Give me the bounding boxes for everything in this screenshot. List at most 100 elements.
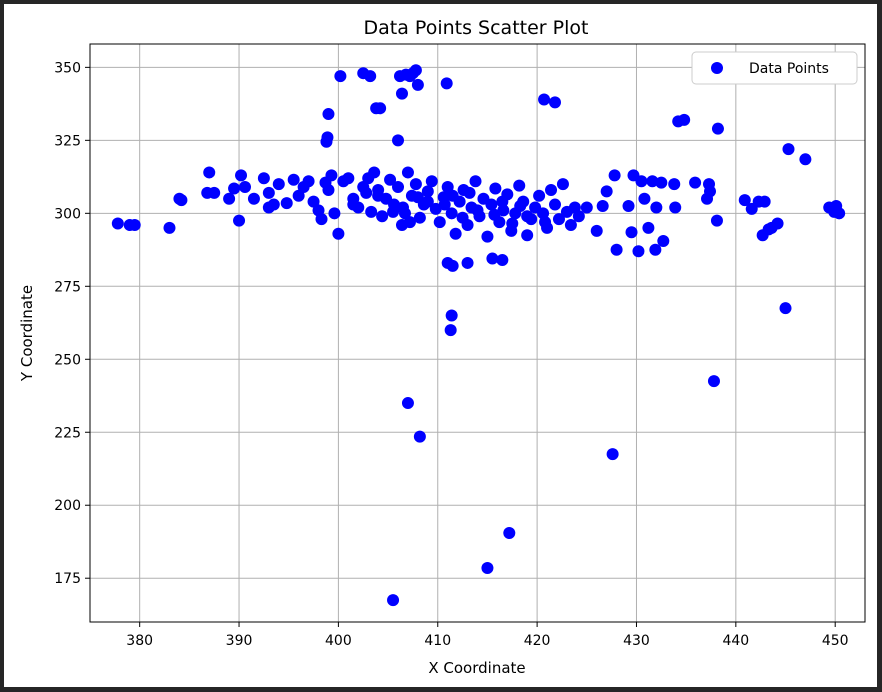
- y-tick-label: 300: [54, 206, 81, 222]
- data-point: [481, 230, 494, 243]
- legend-label: Data Points: [749, 61, 829, 77]
- data-point: [228, 182, 241, 195]
- data-point: [514, 200, 527, 213]
- data-point: [496, 195, 509, 208]
- data-point: [533, 189, 546, 202]
- data-point: [646, 175, 659, 188]
- data-point: [376, 210, 389, 223]
- data-point: [513, 179, 526, 192]
- data-point: [280, 197, 293, 210]
- data-point: [608, 169, 621, 182]
- data-point: [223, 192, 236, 205]
- data-point: [668, 178, 681, 191]
- data-point: [325, 169, 338, 182]
- data-point: [384, 173, 397, 186]
- data-point: [657, 235, 670, 248]
- data-point: [409, 178, 422, 191]
- data-point: [347, 198, 360, 211]
- legend-marker: [711, 62, 723, 74]
- data-point: [710, 214, 723, 227]
- data-point: [489, 182, 502, 195]
- data-point: [590, 224, 603, 237]
- data-point: [292, 189, 305, 202]
- data-point: [650, 201, 663, 214]
- data-point: [549, 96, 561, 109]
- data-point: [429, 202, 442, 215]
- data-point: [368, 166, 381, 179]
- data-point: [328, 207, 341, 220]
- data-point: [545, 183, 558, 196]
- data-point: [445, 207, 458, 220]
- data-point: [444, 324, 457, 337]
- chart-title: Data Points Scatter Plot: [364, 17, 589, 39]
- data-point: [833, 207, 846, 220]
- data-point: [287, 173, 300, 186]
- y-axis-label: Y Coordinate: [18, 285, 36, 382]
- data-point: [471, 204, 484, 217]
- data-point: [257, 172, 270, 185]
- data-point: [704, 185, 716, 198]
- data-point: [496, 254, 509, 267]
- data-point: [387, 594, 400, 607]
- data-point: [203, 166, 216, 179]
- data-point: [638, 192, 651, 205]
- data-point: [552, 213, 565, 226]
- data-point: [539, 216, 552, 229]
- x-tick-label: 430: [623, 633, 650, 649]
- data-points: [111, 64, 846, 607]
- data-point: [387, 205, 400, 218]
- data-point: [208, 186, 221, 199]
- data-point: [503, 526, 516, 539]
- data-point: [128, 218, 141, 231]
- data-point: [461, 256, 474, 269]
- data-point: [481, 561, 494, 574]
- data-point: [235, 169, 248, 182]
- x-tick-label: 450: [822, 633, 849, 649]
- data-point: [572, 210, 585, 223]
- data-point: [440, 77, 453, 90]
- x-tick-label: 390: [226, 633, 253, 649]
- data-point: [446, 189, 459, 202]
- data-point: [372, 189, 385, 202]
- x-tick-label: 410: [424, 633, 451, 649]
- data-point: [642, 221, 655, 234]
- data-point: [446, 259, 459, 272]
- y-tick-label: 350: [54, 60, 81, 76]
- data-point: [538, 93, 551, 106]
- data-point: [622, 200, 635, 213]
- data-point: [799, 153, 812, 166]
- data-point: [771, 217, 784, 230]
- data-point: [111, 217, 124, 230]
- data-point: [364, 70, 377, 83]
- data-point: [396, 201, 409, 214]
- data-point: [600, 185, 613, 198]
- data-point: [421, 195, 434, 208]
- data-point: [438, 198, 451, 211]
- data-point: [239, 181, 251, 194]
- data-point: [315, 213, 328, 226]
- data-point: [322, 108, 335, 121]
- data-point: [272, 178, 285, 191]
- data-point: [392, 181, 405, 194]
- data-point: [655, 176, 668, 189]
- data-point: [456, 211, 469, 224]
- data-point: [163, 221, 176, 234]
- data-point: [678, 113, 691, 126]
- data-point: [445, 309, 458, 322]
- data-point: [332, 227, 345, 240]
- data-point: [596, 200, 609, 213]
- data-point: [411, 78, 424, 91]
- data-point: [556, 178, 569, 191]
- data-point: [360, 186, 373, 199]
- data-point: [758, 195, 771, 208]
- legend-box: [691, 51, 858, 85]
- x-tick-label: 400: [325, 633, 352, 649]
- data-point: [441, 181, 454, 194]
- data-point: [521, 229, 534, 242]
- plot-area: [89, 43, 866, 623]
- data-point: [403, 216, 416, 229]
- data-point: [413, 211, 426, 224]
- x-tick-label: 380: [126, 633, 153, 649]
- data-point: [649, 243, 662, 256]
- y-tick-label: 250: [54, 352, 81, 368]
